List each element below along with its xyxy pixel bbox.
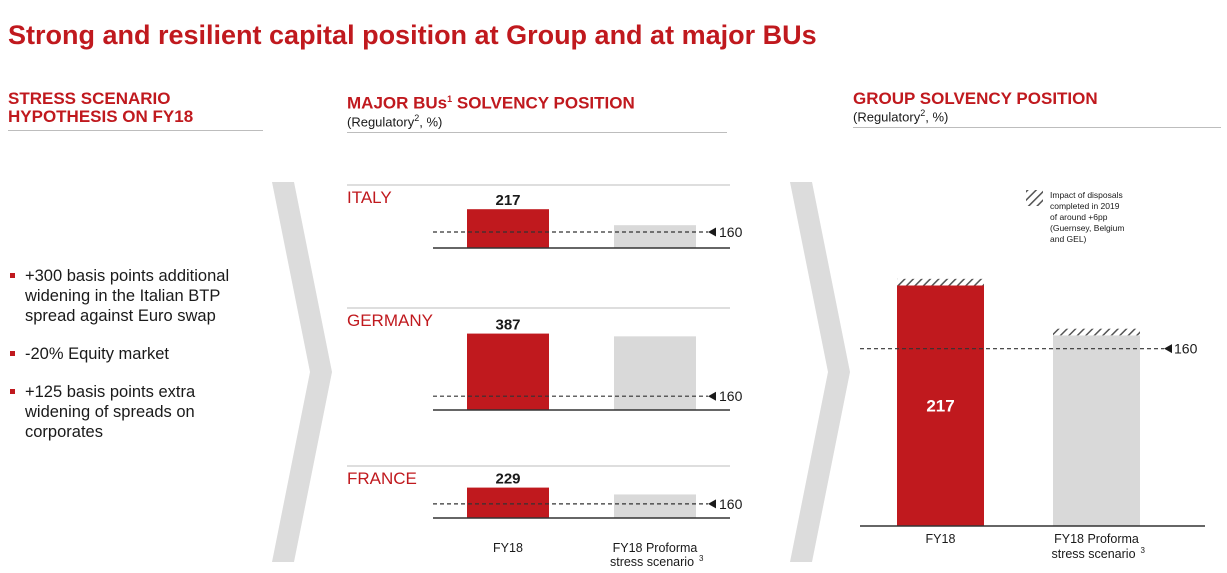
bar-fy18 [467, 487, 549, 518]
bar-fy18 [467, 333, 549, 410]
legend-label-line: and GEL) [1050, 234, 1087, 244]
footnote-1: 1 [447, 94, 453, 104]
bullet-text: +300 basis points additional widening in… [25, 267, 230, 325]
legend-label-line: Impact of disposals [1050, 190, 1123, 200]
bar-stress-scenario [1053, 335, 1140, 526]
reference-arrow-icon [1164, 344, 1172, 354]
panel-title: GERMANY [347, 311, 433, 330]
bar-stress-scenario [614, 225, 696, 248]
reference-label: 160 [719, 224, 743, 240]
stress-scenario-section: STRESS SCENARIO HYPOTHESIS ON FY18 [8, 90, 263, 131]
bar-stress-scenario [614, 336, 696, 410]
panel-title: FRANCE [347, 469, 417, 488]
chevron-arrow-icon [790, 182, 850, 562]
group-section: GROUP SOLVENCY POSITION (Regulatory2, %) [853, 89, 1221, 129]
x-label-fy18: FY18 [493, 541, 523, 555]
bar-value-label: 387 [495, 317, 520, 334]
bullet-marker [10, 273, 15, 278]
x-label-fy18: FY18 [926, 532, 956, 546]
panel-title: ITALY [347, 188, 392, 207]
bar-disposal-impact [897, 278, 984, 286]
bullet-marker [10, 351, 15, 356]
bar-value-label: 217 [495, 192, 520, 209]
x-label-stress-line2: stress scenario [610, 555, 694, 569]
bullet-marker [10, 389, 15, 394]
x-label-stress-line1: FY18 Proforma [1054, 532, 1139, 546]
legend-label-line: (Guernsey, Belgium [1050, 223, 1124, 233]
group-heading: GROUP SOLVENCY POSITION [853, 89, 1098, 108]
regulatory-text: (Regulatory [347, 113, 415, 129]
regulatory-rest: , %) [419, 113, 443, 129]
footnote-3: 3 [699, 554, 704, 563]
stress-heading-line1: STRESS SCENARIO [8, 89, 171, 108]
stress-heading-line2: HYPOTHESIS ON FY18 [8, 107, 194, 126]
group-subheading: (Regulatory2, %) [853, 108, 1221, 124]
stress-heading-divider [8, 130, 263, 131]
x-label-stress-line2: stress scenario [1051, 547, 1135, 561]
stress-scenario-heading: STRESS SCENARIO HYPOTHESIS ON FY18 [8, 90, 263, 126]
bar-disposal-impact [1053, 328, 1140, 336]
major-bus-heading-text: MAJOR BUs [347, 93, 448, 113]
chevron-arrow-icon [272, 182, 332, 562]
legend-label: Impact of disposals completed in 2019 of a… [1050, 190, 1124, 244]
bullet-item: -20% Equity market [8, 344, 248, 364]
major-bus-heading-rest: SOLVENCY POSITION [452, 93, 635, 113]
reference-arrow-icon [708, 227, 716, 237]
reference-label: 160 [1174, 341, 1198, 357]
major-bus-section: MAJOR BUs1 SOLVENCY POSITION (Regulatory… [347, 90, 727, 133]
reference-label: 160 [719, 496, 743, 512]
bullet-text: -20% Equity market [25, 345, 169, 363]
footnote-2: 2 [414, 112, 420, 123]
footnote-2: 2 [920, 108, 926, 118]
major-bus-heading: MAJOR BUs1 SOLVENCY POSITION [347, 90, 727, 113]
bullet-item: +300 basis points additional widening in… [8, 266, 248, 326]
bar-stress-scenario [614, 494, 696, 518]
legend-label-line: of around +6pp [1050, 212, 1108, 222]
bullet-text: +125 basis points extra widening of spre… [25, 383, 196, 441]
group-divider [853, 127, 1221, 129]
major-bus-divider [347, 131, 727, 133]
reference-arrow-icon [708, 499, 716, 509]
major-bus-subheading: (Regulatory2, %) [347, 113, 727, 129]
reference-label: 160 [719, 388, 743, 404]
bar-value-label: 217 [926, 397, 954, 416]
bar-value-label: 229 [495, 471, 520, 488]
regulatory-text: (Regulatory [853, 109, 921, 125]
legend-hatch-swatch [1026, 190, 1043, 206]
stress-bullets: +300 basis points additional widening in… [8, 266, 248, 460]
regulatory-rest: , %) [925, 109, 949, 125]
footnote-3: 3 [1141, 546, 1146, 555]
bar-fy18 [897, 285, 984, 526]
x-label-stress-line1: FY18 Proforma [613, 541, 698, 555]
page-title: Strong and resilient capital position at… [8, 20, 817, 50]
reference-arrow-icon [708, 391, 716, 401]
group-solvency-chart: 217 160 Impact of disposals completed in 20… [860, 190, 1205, 561]
legend-label-line: completed in 2019 [1050, 201, 1120, 211]
major-bus-chart: ITALY 217 160 GERMANY 387 160 FRANCE 229 160 FY18… [347, 184, 743, 569]
bullet-item: +125 basis points extra widening of spre… [8, 382, 248, 442]
bar-fy18 [467, 209, 549, 248]
